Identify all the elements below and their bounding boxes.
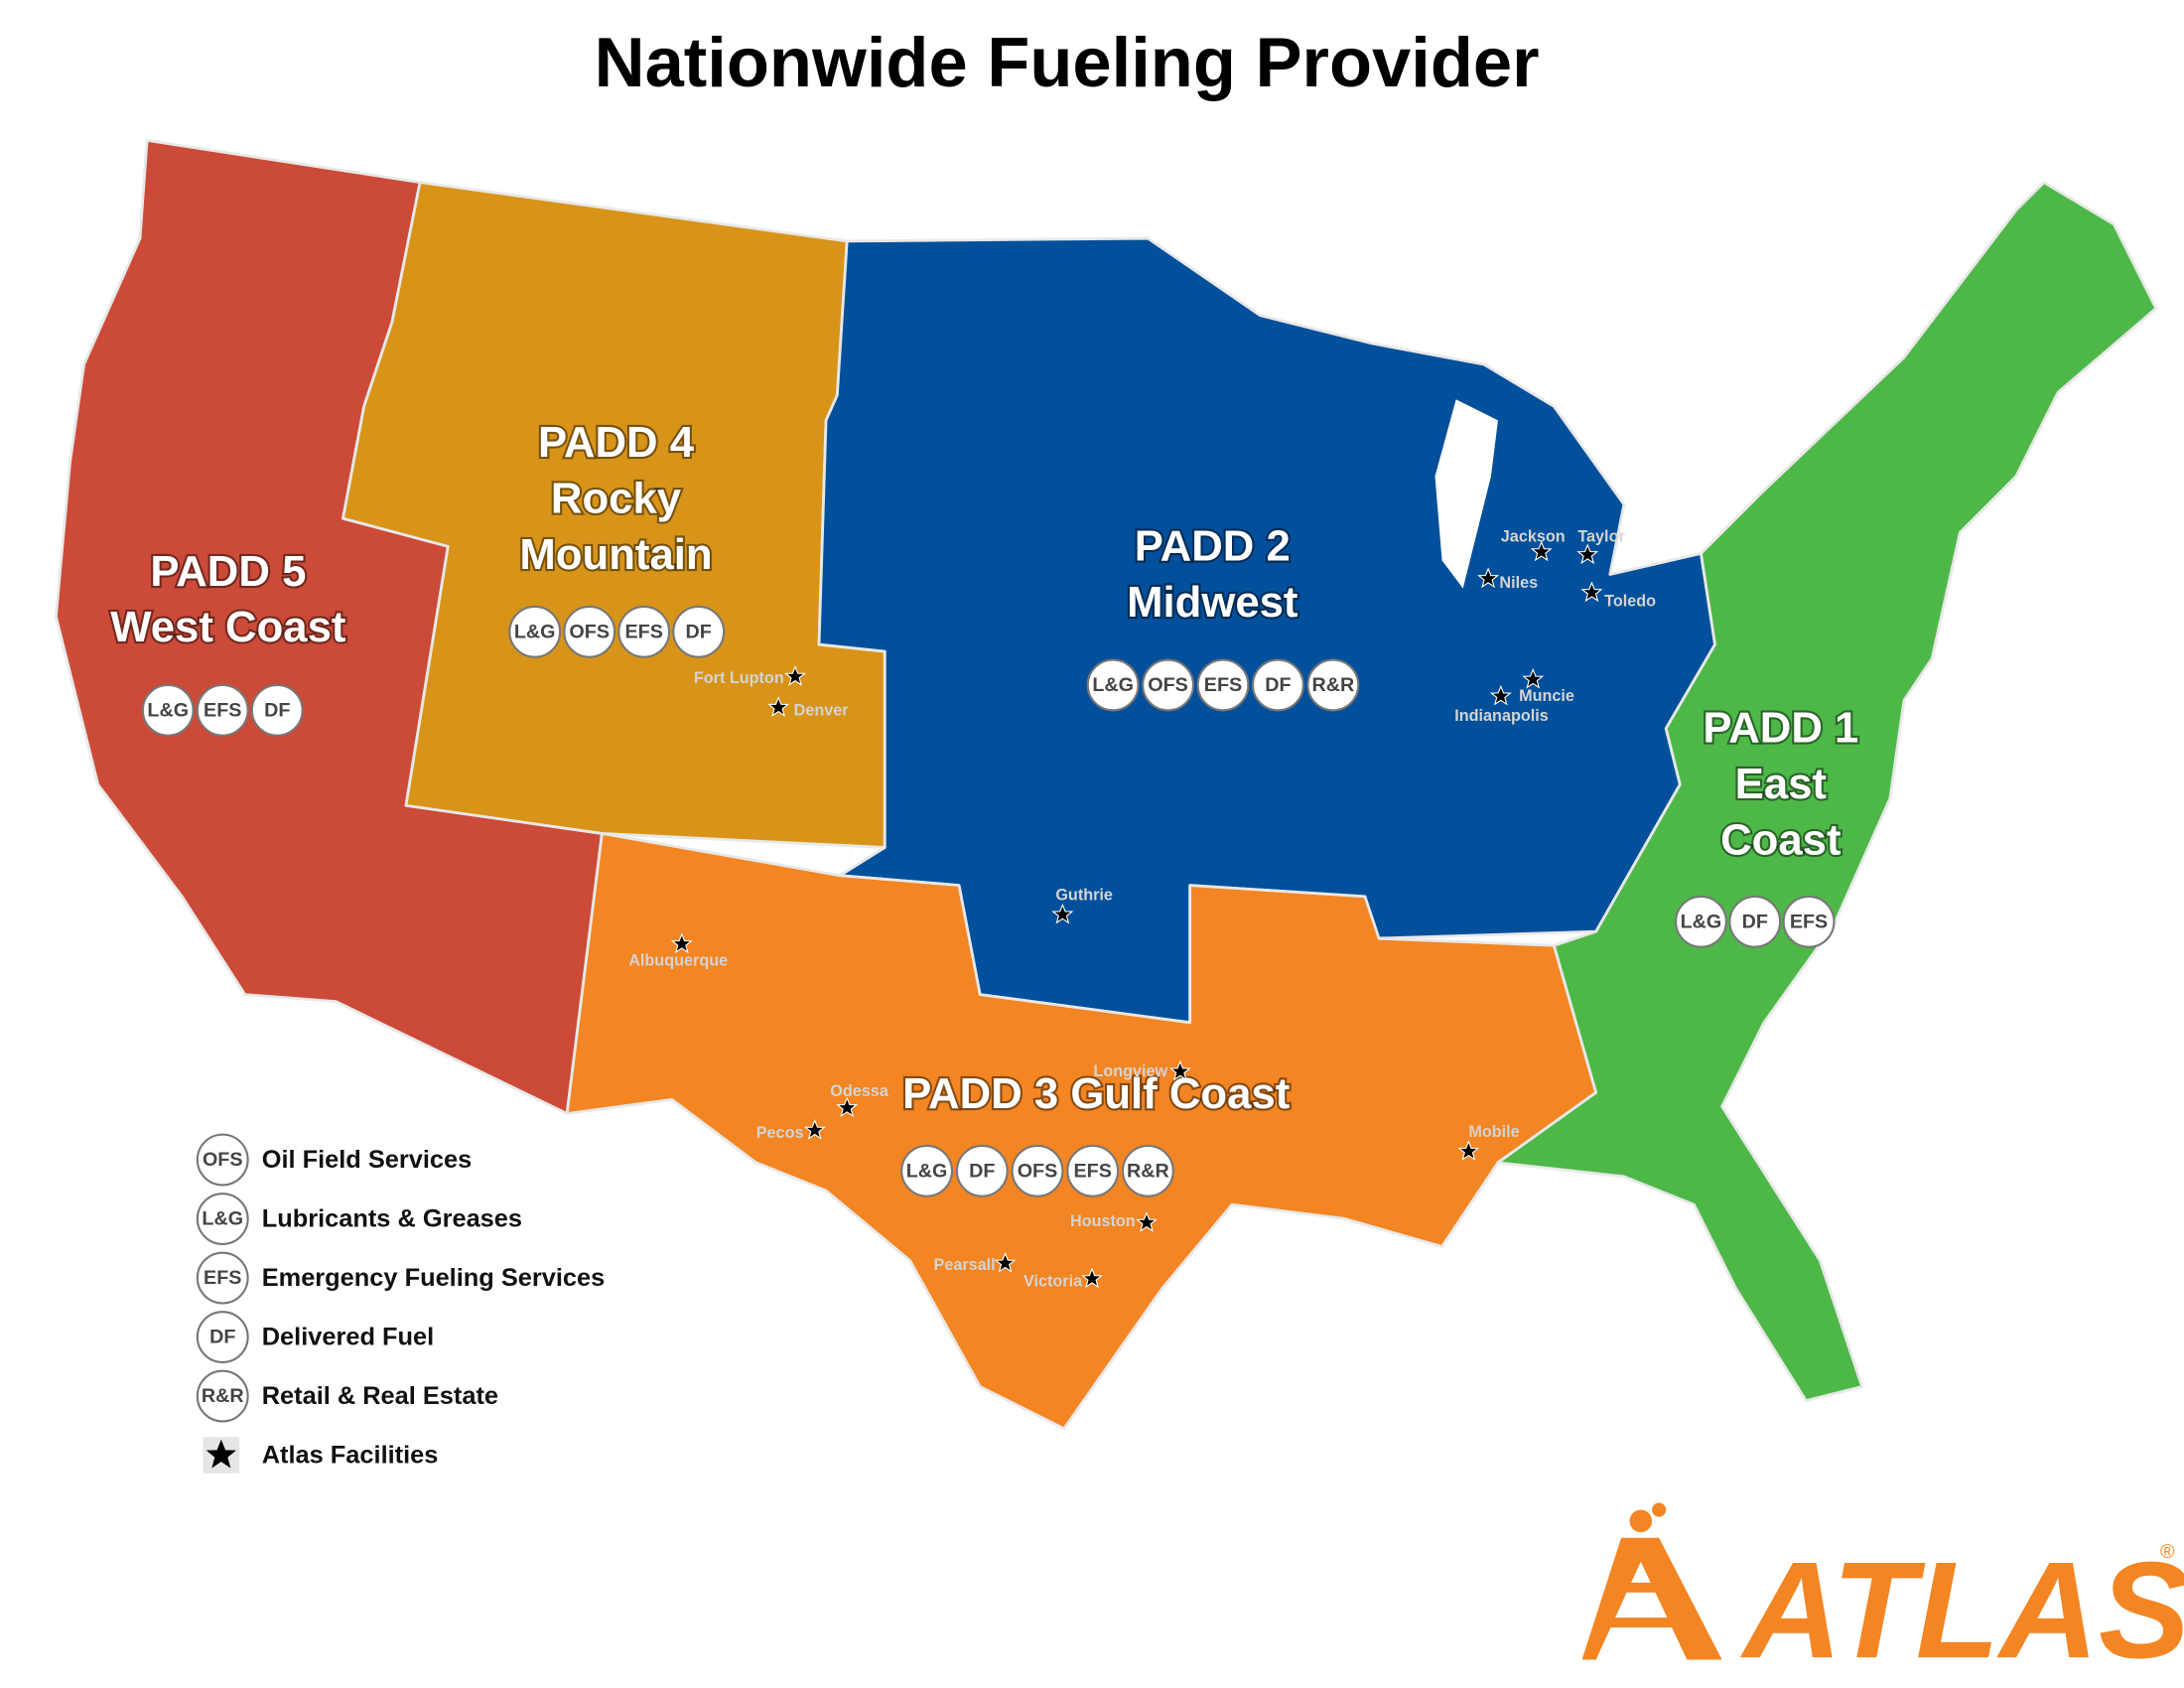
service-badge: [196, 1193, 249, 1245]
service-badge-text: R&R: [1311, 674, 1354, 696]
legend-label: Oil Field Services: [262, 1146, 473, 1174]
service-badge-text: L&G: [514, 621, 556, 642]
facility-label: Longview: [1093, 1062, 1167, 1080]
service-badge: [1011, 1144, 1064, 1197]
service-badge: [1675, 895, 1727, 948]
service-badge-text: DF: [1742, 911, 1768, 932]
region-label: Midwest: [1127, 578, 1298, 627]
service-badge: [196, 1133, 249, 1187]
service-badge-text: L&G: [1092, 674, 1134, 696]
facility-label: Indianapolis: [1454, 707, 1549, 725]
service-badge: [563, 605, 616, 658]
facility-label: Victoria: [1024, 1273, 1083, 1291]
service-badge-text: DF: [969, 1160, 995, 1182]
service-badge: [196, 1369, 249, 1423]
service-badge-text: EFS: [204, 1267, 241, 1289]
region-label: PADD 5: [150, 547, 306, 596]
region-padd1: [1496, 181, 2158, 1402]
service-badge: [1086, 658, 1140, 712]
service-badge: [250, 683, 304, 737]
facility-label: Fort Lupton: [694, 669, 784, 687]
facility-label: Taylor: [1577, 527, 1625, 545]
legend-label: Emergency Fueling Services: [262, 1264, 606, 1292]
service-badge-text: OFS: [1148, 674, 1188, 696]
logo-text: ATLAS: [1740, 1534, 2184, 1687]
facility-label: Muncie: [1519, 687, 1574, 705]
service-badge-text: OFS: [569, 621, 610, 642]
service-badge-text: DF: [686, 621, 712, 642]
service-badge-text: OFS: [203, 1149, 243, 1171]
legend-label: Delivered Fuel: [262, 1324, 434, 1351]
region-label: West Coast: [110, 603, 346, 651]
service-badge-text: DF: [264, 699, 290, 721]
legend-label: Retail & Real Estate: [262, 1382, 498, 1410]
service-badge-text: DF: [209, 1327, 235, 1348]
region-label: PADD 1: [1703, 704, 1858, 753]
service-badge-text: EFS: [1074, 1160, 1112, 1182]
service-badge-text: EFS: [1790, 911, 1828, 932]
service-badge: [196, 1251, 249, 1305]
service-badge: [1306, 658, 1360, 712]
service-badge: [1251, 658, 1304, 712]
logo-mark: ®: [2160, 1541, 2175, 1563]
service-badge-text: EFS: [625, 621, 663, 642]
facility-label: Houston: [1070, 1212, 1136, 1230]
facility-label: Albuquerque: [628, 952, 728, 970]
service-badge: [1196, 658, 1250, 712]
title: Nationwide Fueling Provider: [595, 23, 1540, 101]
service-badge-text: L&G: [147, 699, 189, 721]
service-badge-text: R&R: [202, 1385, 244, 1407]
service-badge: [141, 683, 195, 737]
service-badge-text: EFS: [204, 699, 241, 721]
region-padd3: [565, 832, 1598, 1431]
service-badge-text: L&G: [906, 1160, 948, 1182]
service-badge: [1066, 1144, 1120, 1197]
facility-label: Guthrie: [1055, 886, 1113, 904]
facility-label: Niles: [1499, 574, 1538, 592]
region-label: Coast: [1720, 816, 1842, 865]
facility-label: Jackson: [1501, 527, 1566, 545]
facility-label: Denver: [794, 701, 850, 719]
service-badge: [508, 605, 562, 658]
service-badge-text: L&G: [202, 1208, 243, 1230]
facility-label: Pearsall: [934, 1256, 996, 1274]
legend-label: Lubricants & Greases: [262, 1205, 522, 1233]
service-badge: [196, 1311, 249, 1363]
service-badge: [672, 605, 726, 658]
legend-label: Atlas Facilities: [262, 1442, 439, 1470]
service-badge: [1782, 895, 1836, 948]
service-badge: [1728, 895, 1782, 948]
service-badge: [1121, 1144, 1174, 1197]
facility-label: Toledo: [1604, 592, 1656, 610]
region-label: PADD 2: [1135, 521, 1291, 570]
lake: [1434, 399, 1498, 589]
service-badge: [955, 1144, 1009, 1197]
facility-label: Odessa: [830, 1082, 889, 1100]
region-label: PADD 4: [538, 418, 695, 467]
service-badge-text: L&G: [1681, 911, 1722, 932]
service-badge: [900, 1144, 954, 1197]
service-badge-text: R&R: [1127, 1160, 1169, 1182]
facility-label: Mobile: [1468, 1123, 1519, 1141]
service-badge-text: DF: [1265, 674, 1291, 696]
region-label: Mountain: [519, 530, 712, 579]
logo-icon: [1581, 1502, 1722, 1660]
facility-label: Pecos: [756, 1124, 804, 1142]
service-badge: [1142, 658, 1195, 712]
service-badge-text: OFS: [1018, 1160, 1058, 1182]
region-label: PADD 3 Gulf Coast: [902, 1069, 1291, 1118]
region-label: East: [1735, 760, 1828, 808]
service-badge: [196, 683, 249, 737]
service-badge-text: EFS: [1204, 674, 1242, 696]
service-badge: [617, 605, 671, 658]
region-label: Rocky: [551, 474, 682, 522]
